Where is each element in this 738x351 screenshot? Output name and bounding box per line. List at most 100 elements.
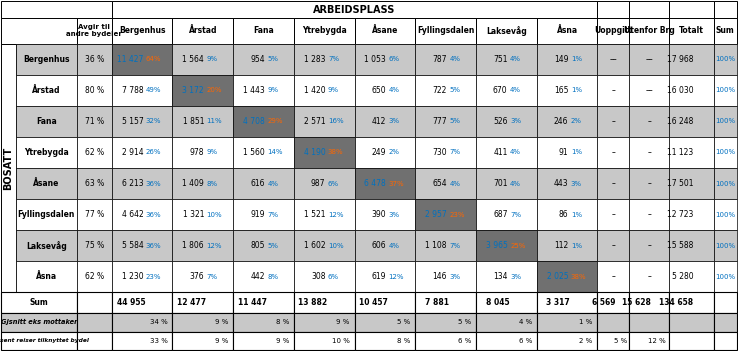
Text: 134: 134: [493, 272, 508, 282]
Bar: [173, 261, 233, 292]
Bar: [294, 230, 355, 261]
Bar: [415, 168, 476, 199]
Text: 11 123: 11 123: [667, 148, 694, 157]
Text: 6 213: 6 213: [122, 179, 143, 188]
Text: –: –: [647, 272, 651, 282]
Text: ––: ––: [645, 55, 653, 64]
Text: 11 427: 11 427: [117, 55, 143, 64]
Text: Totalt: Totalt: [679, 26, 703, 35]
Text: 2 %: 2 %: [579, 338, 593, 344]
Bar: [415, 313, 476, 332]
Bar: [630, 230, 669, 261]
Bar: [598, 313, 630, 332]
Bar: [714, 75, 737, 106]
Bar: [77, 332, 111, 350]
Text: 15 588: 15 588: [667, 241, 694, 250]
Text: 1 %: 1 %: [579, 319, 593, 325]
Text: 5%: 5%: [267, 56, 278, 62]
Text: 23%: 23%: [146, 274, 162, 280]
Text: 7 788: 7 788: [122, 86, 143, 95]
Text: 13 882: 13 882: [298, 298, 327, 307]
Text: 17 968: 17 968: [667, 55, 694, 64]
Text: 1%: 1%: [570, 243, 582, 249]
Bar: [294, 18, 355, 44]
Bar: [714, 261, 737, 292]
Text: 5 280: 5 280: [672, 272, 694, 282]
Bar: [415, 44, 476, 75]
Bar: [537, 230, 598, 261]
Bar: [77, 230, 111, 261]
Text: Åsna: Åsna: [556, 26, 578, 35]
Text: Sum: Sum: [30, 298, 48, 307]
Bar: [598, 332, 630, 350]
Bar: [476, 168, 537, 199]
Text: 1%: 1%: [570, 212, 582, 218]
Text: 619: 619: [372, 272, 386, 282]
Text: Avgir til
andre bydeler: Avgir til andre bydeler: [66, 25, 122, 38]
Text: 14%: 14%: [267, 150, 283, 155]
Text: 10 %: 10 %: [332, 338, 350, 344]
Text: 44 955: 44 955: [117, 298, 145, 307]
Bar: [294, 44, 355, 75]
Bar: [476, 261, 537, 292]
Bar: [714, 230, 737, 261]
Text: 11%: 11%: [207, 118, 222, 124]
Text: 2 025: 2 025: [547, 272, 568, 282]
Text: 3%: 3%: [510, 274, 521, 280]
Bar: [630, 292, 669, 313]
Text: 38%: 38%: [328, 150, 343, 155]
Text: 3%: 3%: [389, 212, 400, 218]
Bar: [476, 44, 537, 75]
Text: –: –: [612, 148, 615, 157]
Bar: [233, 75, 294, 106]
Text: 249: 249: [372, 148, 386, 157]
Text: Årstad: Årstad: [189, 26, 217, 35]
Text: 165: 165: [554, 86, 568, 95]
Bar: [714, 137, 737, 168]
Text: 1 602: 1 602: [304, 241, 325, 250]
Text: 411: 411: [493, 148, 508, 157]
Bar: [415, 137, 476, 168]
Bar: [630, 313, 669, 332]
Text: 7%: 7%: [207, 274, 218, 280]
Bar: [233, 44, 294, 75]
Text: 701: 701: [493, 179, 508, 188]
Bar: [669, 1, 714, 18]
Text: 17 501: 17 501: [667, 179, 694, 188]
Text: 5 584: 5 584: [122, 241, 143, 250]
Bar: [630, 332, 669, 350]
Bar: [598, 261, 630, 292]
Text: 15 628: 15 628: [622, 298, 651, 307]
Text: 16 248: 16 248: [667, 117, 694, 126]
Bar: [77, 106, 111, 137]
Bar: [173, 18, 233, 44]
Bar: [537, 332, 598, 350]
Bar: [16, 168, 77, 199]
Text: 12%: 12%: [328, 212, 343, 218]
Text: 100%: 100%: [715, 118, 735, 124]
Text: 2 571: 2 571: [304, 117, 325, 126]
Text: 978: 978: [190, 148, 204, 157]
Text: 919: 919: [250, 210, 265, 219]
Text: 987: 987: [311, 179, 325, 188]
Text: 12 %: 12 %: [648, 338, 666, 344]
Text: 722: 722: [432, 86, 447, 95]
Bar: [173, 168, 233, 199]
Bar: [714, 168, 737, 199]
Text: ––: ––: [645, 86, 653, 95]
Bar: [598, 292, 630, 313]
Text: 6%: 6%: [328, 274, 339, 280]
Bar: [476, 75, 537, 106]
Text: 134 658: 134 658: [659, 298, 694, 307]
Bar: [294, 168, 355, 199]
Text: 38%: 38%: [570, 274, 587, 280]
Text: 4%: 4%: [389, 243, 399, 249]
Bar: [537, 313, 598, 332]
Bar: [233, 168, 294, 199]
Bar: [630, 1, 669, 18]
Bar: [77, 261, 111, 292]
Bar: [714, 18, 737, 44]
Bar: [714, 332, 737, 350]
Text: 246: 246: [554, 117, 568, 126]
Text: 4 %: 4 %: [519, 319, 532, 325]
